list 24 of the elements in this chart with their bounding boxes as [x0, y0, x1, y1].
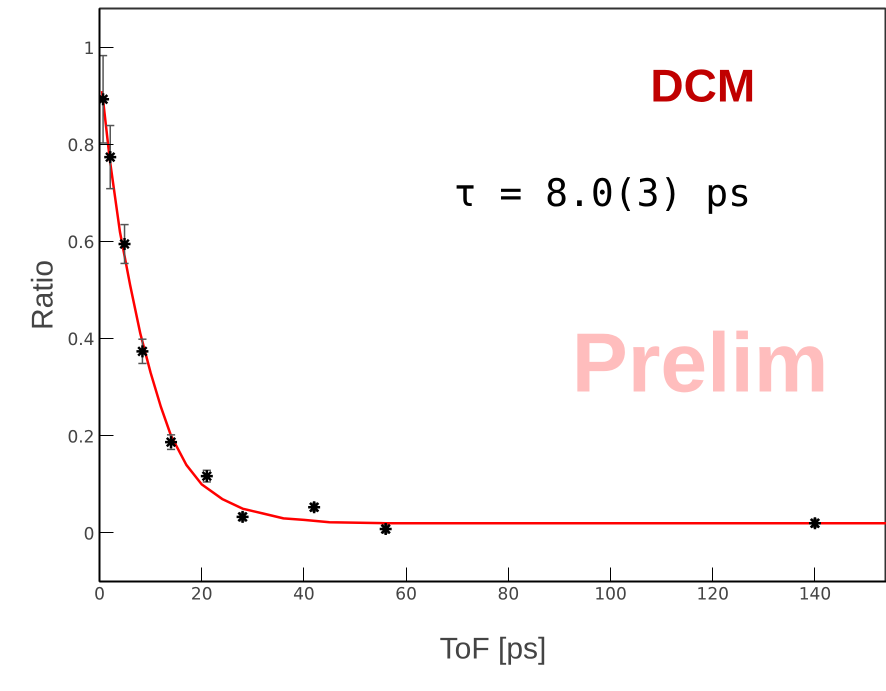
x-tick-label: 60 [395, 584, 417, 604]
point [135, 344, 150, 359]
point [164, 434, 178, 450]
y-tick-label: 0.8 [67, 136, 95, 156]
x-tick-label: 140 [798, 584, 832, 604]
annotation: Prelim [572, 316, 829, 410]
point [808, 516, 822, 530]
x-tick-label: 80 [498, 584, 520, 604]
x-tick-label: 40 [293, 584, 315, 604]
point [102, 150, 118, 164]
y-tick-label: 0.4 [67, 330, 95, 350]
y-tick-label: 0.2 [67, 427, 95, 448]
y-axis-title: Ratio [26, 260, 60, 330]
point [306, 500, 322, 514]
y-tick-label: 1 [84, 38, 95, 59]
annotation: DCM [650, 60, 756, 112]
x-tick-label: 100 [594, 584, 627, 604]
y-tick-label: 0.6 [67, 233, 95, 254]
annotation: τ = 8.0(3) ps [454, 170, 752, 215]
point [117, 236, 132, 252]
y-tick-label: 0 [84, 524, 95, 544]
x-tick-label: 120 [696, 584, 729, 604]
x-axis-title: ToF [ps] [440, 632, 546, 666]
x-tick-label: 20 [190, 584, 213, 604]
